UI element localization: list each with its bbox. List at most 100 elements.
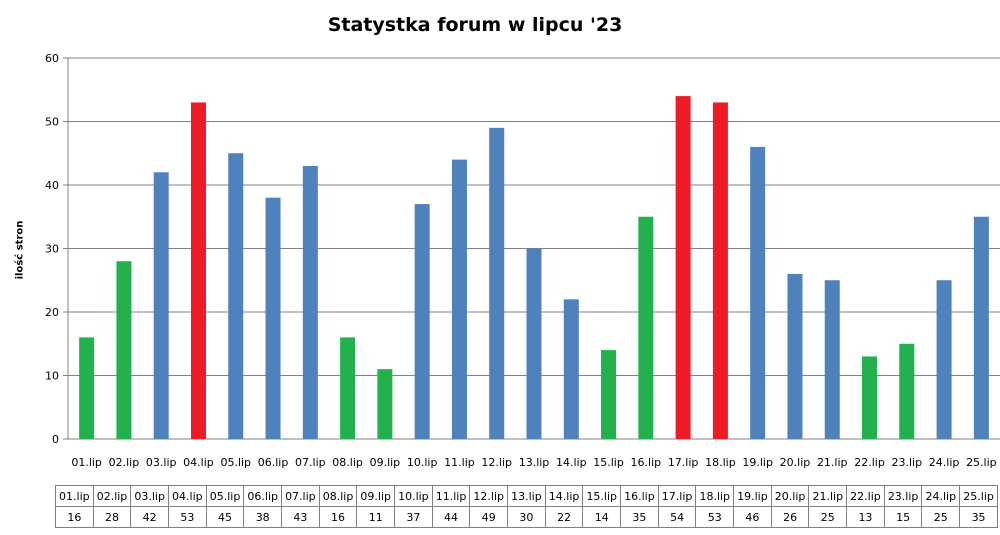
table-cell-category: 02.lip [92, 485, 132, 507]
x-tick-label: 02.lip [109, 456, 140, 469]
bar-02.lip [116, 261, 132, 439]
table-cell-value: 53 [695, 506, 735, 528]
table-cell-category: 09.lip [356, 485, 396, 507]
x-tick-labels: 01.lip 02.lip 03.lip 04.lip 05.lip 06.lip 07.l… [71, 456, 996, 469]
y-tick-label: 20 [45, 306, 59, 319]
y-tick-label: 60 [45, 52, 59, 65]
x-tick-label: 13.lip [519, 456, 550, 469]
x-tick-label: 11.lip [444, 456, 475, 469]
bar-03.lip [153, 172, 169, 440]
bar-19.lip [750, 146, 766, 439]
chart-title: Statystka forum w lipcu '23 [327, 14, 623, 36]
table-cell-value: 13 [846, 506, 885, 528]
y-tick-labels: 0 10 20 30 40 50 60 [45, 52, 59, 446]
bar-15.lip [601, 350, 617, 439]
bar-24.lip [936, 280, 952, 439]
table-cell-category: 18.lip [695, 485, 735, 507]
x-tick-label: 09.lip [370, 456, 401, 469]
bar-06.lip [265, 197, 281, 439]
bar-07.lip [302, 165, 318, 439]
y-tick-label: 30 [45, 243, 59, 256]
table-cell-value: 44 [431, 506, 471, 528]
table-cell-category: 04.lip [168, 485, 207, 507]
table-cell-value: 15 [883, 506, 923, 528]
table-cell-category: 03.lip [130, 485, 170, 507]
table-cell-value: 45 [205, 506, 245, 528]
bar-20.lip [787, 273, 803, 439]
x-tick-label: 01.lip [71, 456, 102, 469]
x-tick-label: 16.lip [631, 456, 662, 469]
table-cell-value: 16 [55, 506, 94, 528]
table-cell-category: 10.lip [394, 485, 433, 507]
x-tick-label: 19.lip [742, 456, 773, 469]
table-cell-category: 23.lip [883, 485, 923, 507]
x-tick-label: 07.lip [295, 456, 326, 469]
bar-08.lip [340, 337, 356, 439]
x-tick-label: 10.lip [407, 456, 438, 469]
table-cell-category: 21.lip [808, 485, 848, 507]
table-cell-value: 25 [921, 506, 961, 528]
x-tick-label: 05.lip [220, 456, 251, 469]
table-cell-value: 35 [620, 506, 659, 528]
table-cell-category: 13.lip [507, 485, 546, 507]
bar-10.lip [414, 204, 430, 439]
bar-11.lip [451, 159, 467, 439]
table-cell-value: 35 [959, 506, 998, 528]
table-row-categories: 01.lip 02.lip 03.lip 04.lip 05.lip 06.lip 07.l… [55, 485, 998, 507]
bar-22.lip [862, 356, 878, 439]
bar-04.lip [190, 102, 206, 439]
table-cell-value: 30 [507, 506, 546, 528]
table-cell-value: 14 [582, 506, 622, 528]
bar-16.lip [638, 216, 654, 439]
table-cell-category: 19.lip [733, 485, 772, 507]
table-cell-category: 25.lip [959, 485, 998, 507]
x-tick-label: 08.lip [332, 456, 363, 469]
table-cell-category: 07.lip [281, 485, 320, 507]
bar-12.lip [489, 127, 505, 439]
bar-18.lip [712, 102, 728, 439]
table-cell-category: 22.lip [846, 485, 885, 507]
x-tick-label: 03.lip [146, 456, 177, 469]
table-cell-value: 53 [168, 506, 207, 528]
bar-13.lip [526, 248, 542, 439]
bar-17.lip [675, 96, 691, 439]
table-cell-value: 16 [318, 506, 358, 528]
bar-05.lip [228, 153, 244, 439]
table-cell-category: 12.lip [469, 485, 509, 507]
bar-23.lip [899, 343, 915, 439]
table-cell-value: 22 [544, 506, 584, 528]
table-cell-category: 01.lip [55, 485, 94, 507]
table-cell-value: 11 [356, 506, 396, 528]
x-tick-label: 17.lip [668, 456, 699, 469]
x-tick-label: 24.lip [929, 456, 960, 469]
x-tick-label: 14.lip [556, 456, 587, 469]
table-cell-value: 38 [243, 506, 283, 528]
data-table: 01.lip 02.lip 03.lip 04.lip 05.lip 06.lip 07.l… [55, 485, 998, 528]
table-cell-category: 05.lip [205, 485, 245, 507]
x-tick-label: 18.lip [705, 456, 736, 469]
bar-09.lip [377, 369, 393, 439]
x-tick-label: 23.lip [892, 456, 923, 469]
x-tick-label: 06.lip [258, 456, 289, 469]
x-tick-label: 22.lip [854, 456, 885, 469]
table-row-values: 16 28 42 53 45 38 43 16 11 37 44 49 30 22 14 35 54 53 46 26… [55, 506, 998, 528]
x-tick-label: 20.lip [780, 456, 811, 469]
y-tick-label: 0 [52, 433, 59, 446]
table-cell-category: 17.lip [657, 485, 697, 507]
table-cell-category: 11.lip [431, 485, 471, 507]
bars [79, 96, 989, 440]
y-tick-label: 40 [45, 179, 59, 192]
table-cell-value: 26 [770, 506, 810, 528]
bar-14.lip [563, 299, 579, 439]
table-cell-category: 06.lip [243, 485, 283, 507]
table-cell-value: 28 [92, 506, 132, 528]
table-cell-category: 08.lip [318, 485, 358, 507]
x-tick-label: 04.lip [183, 456, 214, 469]
x-tick-label: 15.lip [593, 456, 624, 469]
table-cell-category: 20.lip [770, 485, 810, 507]
table-cell-category: 14.lip [544, 485, 584, 507]
table-cell-category: 24.lip [921, 485, 961, 507]
table-cell-value: 54 [657, 506, 697, 528]
y-tick-label: 10 [45, 370, 59, 383]
